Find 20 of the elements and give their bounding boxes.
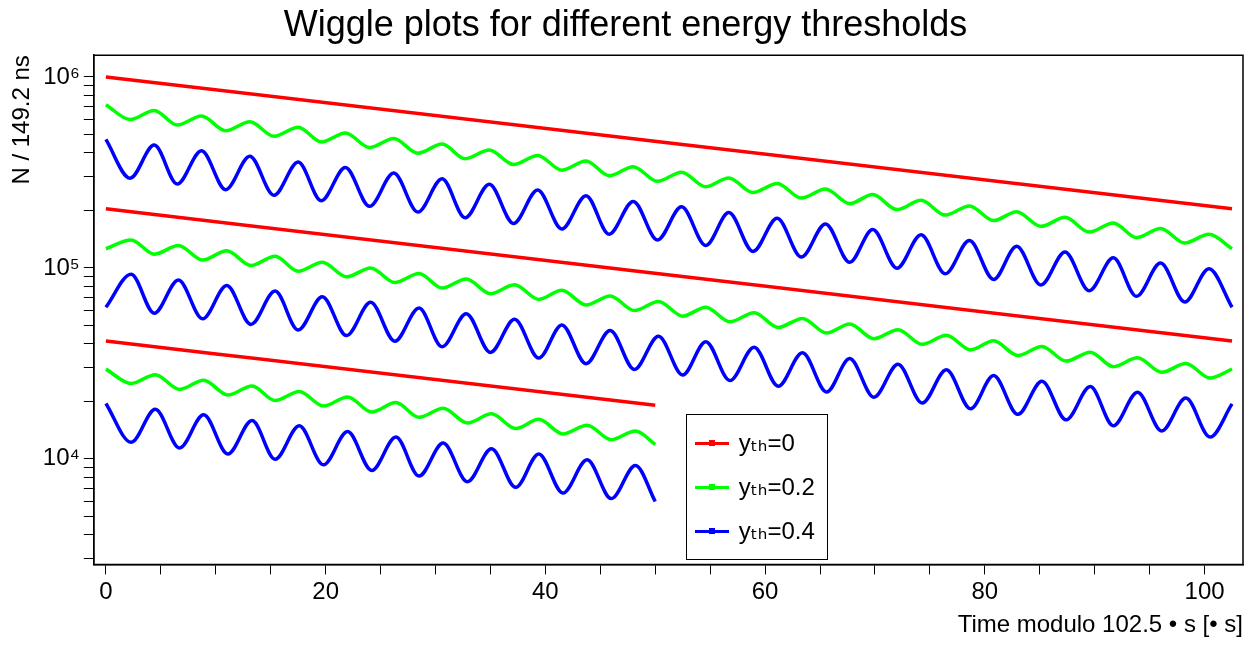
legend-label: yₜₕ=0.2: [738, 472, 815, 503]
x-tick-label: 100: [1184, 577, 1225, 605]
x-tick-label: 80: [971, 577, 999, 605]
legend-label: yₜₕ=0: [738, 428, 795, 459]
y-tick-label: 10⁴: [42, 443, 80, 471]
line-series: [104, 367, 657, 447]
line-series: [104, 401, 657, 504]
line-series: [104, 103, 1234, 251]
x-axis-title: Time modulo 102.5 • s [• s]: [957, 610, 1243, 638]
x-tick-label: 0: [99, 577, 113, 605]
legend-label: yₜₕ=0.4: [738, 516, 815, 547]
y-tick-label: 10⁶: [43, 61, 80, 89]
x-tick-label: 60: [751, 577, 779, 605]
line-series: [104, 137, 1234, 310]
x-tick-label: 20: [312, 577, 339, 605]
line-series: [104, 238, 1234, 380]
x-tick-label: 40: [532, 577, 559, 605]
chart-title: Wiggle plots for different energy thresholds: [283, 2, 968, 44]
y-axis-title: N / 149.2 ns: [7, 55, 35, 185]
y-tick-label: 10⁵: [43, 252, 80, 280]
